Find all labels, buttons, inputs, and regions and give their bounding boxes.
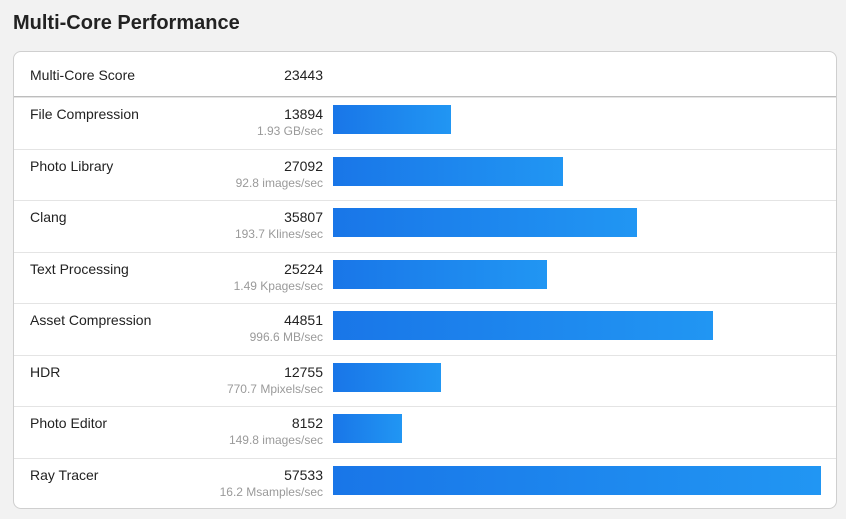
benchmark-throughput: 92.8 images/sec — [235, 175, 323, 190]
benchmark-throughput: 996.6 MB/sec — [249, 330, 323, 344]
benchmark-throughput: 149.8 images/sec — [228, 433, 323, 447]
benchmark-row: Photo Editor 8152 149.8 images/sec — [14, 406, 836, 458]
benchmark-row: Text Processing 25224 1.49 Kpages/sec — [14, 251, 836, 304]
benchmark-score: 25224 — [284, 260, 323, 277]
score-bar — [333, 311, 714, 340]
benchmark-score: 13894 — [284, 106, 323, 122]
score-bar — [333, 259, 547, 289]
benchmark-score: 57533 — [284, 466, 323, 483]
benchmark-row: Photo Library 27092 92.8 images/sec — [14, 148, 836, 201]
benchmark-score: 35807 — [284, 209, 323, 225]
score-bar — [333, 156, 563, 186]
benchmark-throughput: 1.93 GB/sec — [256, 124, 323, 138]
benchmark-name: Asset Compression — [30, 312, 152, 328]
summary-label: Multi-Core Score — [30, 67, 136, 83]
page-title: Multi-Core Performance — [13, 12, 240, 34]
benchmark-row: Clang 35807 193.7 Klines/sec — [14, 200, 836, 252]
benchmark-name: Clang — [30, 209, 67, 225]
benchmark-throughput: 1.49 Kpages/sec — [233, 278, 323, 293]
score-bar — [333, 414, 403, 443]
benchmark-score: 8152 — [291, 415, 323, 431]
summary-score: 23443 — [284, 67, 323, 83]
benchmark-row: Asset Compression 44851 996.6 MB/sec — [14, 303, 836, 355]
benchmark-name: Text Processing — [30, 260, 129, 277]
score-bar — [333, 208, 637, 237]
benchmark-row: Ray Tracer 57533 16.2 Msamples/sec — [14, 457, 836, 509]
score-bar — [333, 105, 451, 134]
benchmark-name: Photo Editor — [30, 415, 108, 431]
benchmark-row: HDR 12755 770.7 Mpixels/sec — [14, 354, 836, 407]
benchmark-score: 27092 — [284, 157, 323, 174]
benchmark-throughput: 193.7 Klines/sec — [234, 227, 323, 241]
benchmark-name: Photo Library — [30, 157, 114, 174]
benchmark-throughput: 770.7 Mpixels/sec — [226, 381, 323, 396]
summary-row: Multi-Core Score 23443 — [14, 52, 836, 97]
benchmark-name: Ray Tracer — [30, 466, 99, 483]
benchmark-score: 44851 — [284, 312, 323, 328]
benchmark-score: 12755 — [284, 363, 323, 380]
benchmark-throughput: 16.2 Msamples/sec — [219, 484, 323, 499]
score-bar — [333, 465, 821, 495]
benchmark-row: File Compression 13894 1.93 GB/sec — [14, 97, 836, 149]
score-bar — [333, 362, 442, 392]
benchmark-name: HDR — [30, 363, 61, 380]
benchmark-name: File Compression — [30, 106, 139, 122]
results-card: Multi-Core Score 23443 File Compression 1… — [13, 51, 837, 509]
